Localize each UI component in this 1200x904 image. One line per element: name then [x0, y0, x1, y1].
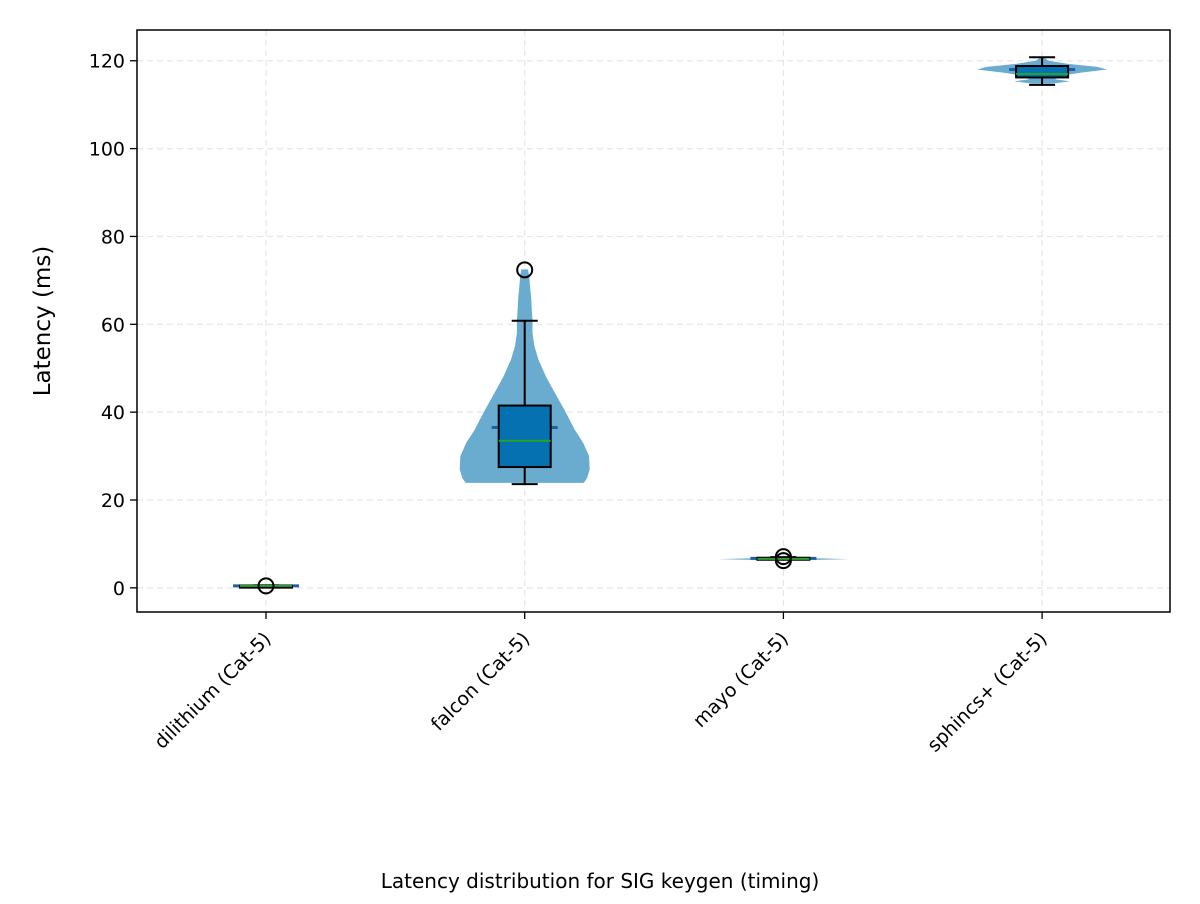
y-tick-label: 80 [101, 226, 125, 248]
y-axis-label: Latency (ms) [30, 246, 56, 397]
outlier-point [774, 548, 792, 566]
x-tick-label: dilithium (Cat-5) [150, 628, 275, 753]
box-iqr [497, 404, 552, 469]
y-tick-label: 120 [89, 51, 125, 73]
x-axis-label: Latency distribution for SIG keygen (tim… [381, 869, 820, 893]
outlier-point [257, 577, 275, 595]
box-iqr [1015, 65, 1070, 79]
x-tick-label: mayo (Cat-5) [689, 628, 793, 732]
outlier-point [516, 261, 534, 279]
axes: 0 20 40 60 80 100 120 dilithium (Cat-5) falcon (… [89, 51, 1052, 757]
x-tick-label: falcon (Cat-5) [427, 628, 534, 735]
x-tick-label: sphincs+ (Cat-5) [923, 628, 1052, 757]
boxplots [239, 56, 1070, 595]
y-tick-label: 40 [101, 402, 125, 424]
y-tick-label: 60 [101, 314, 125, 336]
y-tick-label: 20 [101, 490, 125, 512]
violins [233, 57, 1108, 588]
grid [137, 30, 1170, 612]
plot-frame [136, 29, 1171, 613]
y-tick-label: 0 [113, 578, 125, 600]
y-tick-label: 100 [89, 139, 125, 161]
